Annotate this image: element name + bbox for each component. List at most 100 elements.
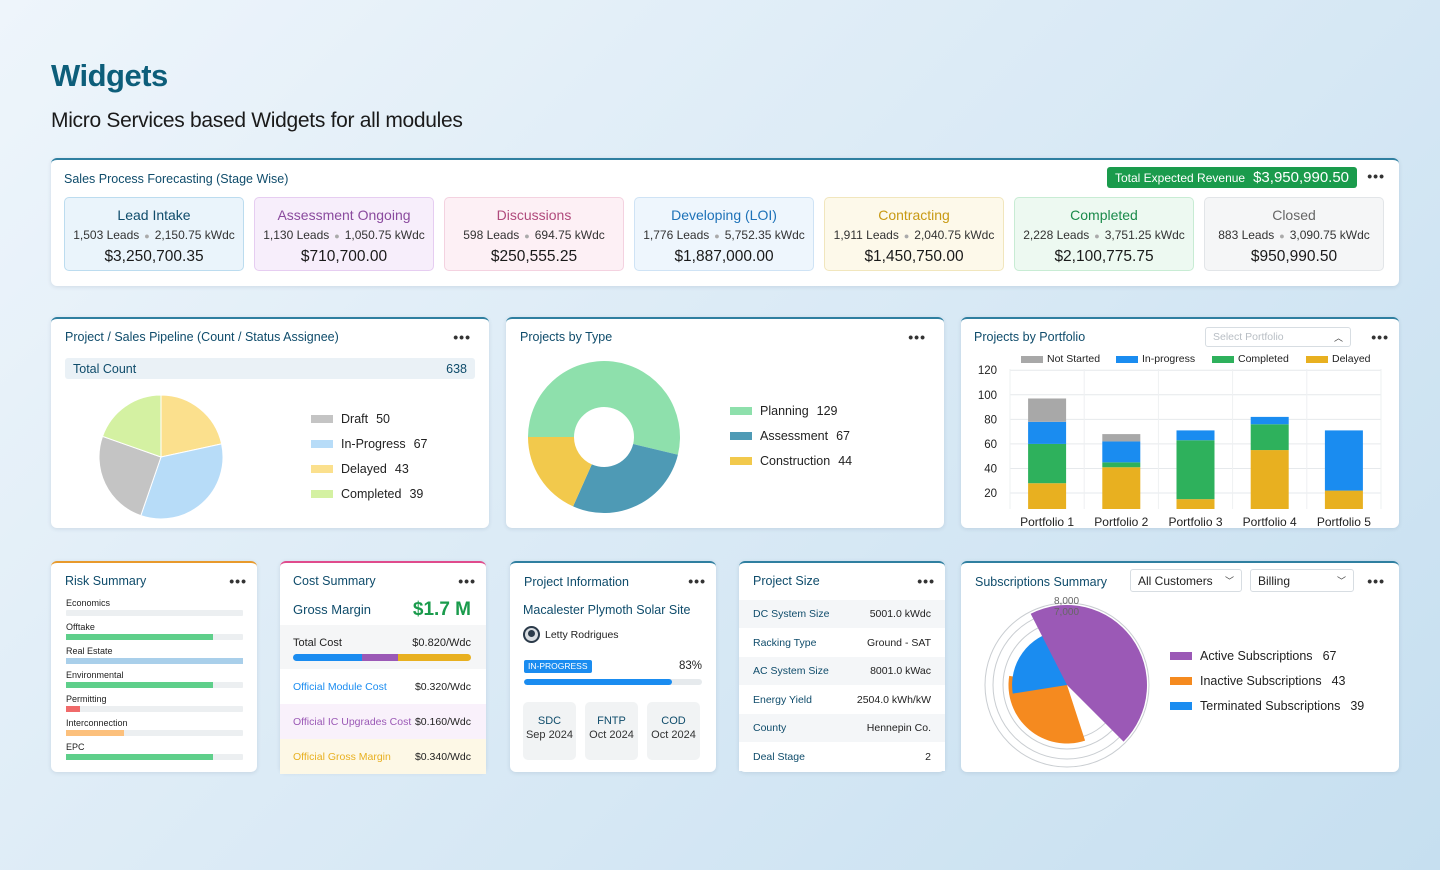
legend-value: 44	[838, 454, 853, 468]
stage-card[interactable]: Closed 883 Leads ● 3,090.75 kWdc $950,990.50	[1204, 197, 1384, 271]
cost-row-label: Official Module Cost	[293, 680, 387, 693]
types-title: Projects by Type	[520, 330, 613, 344]
stage-card[interactable]: Assessment Ongoing 1,130 Leads ● 1,050.75 k…	[254, 197, 434, 271]
size-row-label: County	[753, 722, 787, 735]
stage-amount: $3,250,700.35	[104, 248, 204, 265]
risk-bar	[66, 706, 243, 712]
bar-segment	[1102, 462, 1141, 468]
billing-filter-select[interactable]: Billing ﹀	[1250, 569, 1354, 592]
project-size-card: Project Size ••• DC System Size 5001.0 kW…	[739, 561, 945, 772]
stage-card[interactable]: Developing (LOI) 1,776 Leads ● 5,752.35 kWd…	[634, 197, 814, 271]
risk-title: Risk Summary	[65, 574, 147, 588]
legend-item: In-Progress 67	[311, 437, 428, 451]
risk-bar-fill	[66, 706, 81, 712]
legend-swatch	[311, 440, 333, 448]
more-options-icon[interactable]: •••	[688, 573, 706, 589]
more-options-icon[interactable]: •••	[1367, 573, 1385, 589]
progress-fill	[524, 679, 672, 685]
milestone-card[interactable]: FNTP Oct 2024	[585, 702, 638, 760]
total-count-bar: Total Count 638	[65, 358, 475, 379]
revenue-label: Total Expected Revenue	[1115, 170, 1246, 185]
risk-bar-fill	[66, 634, 213, 640]
pie-slice	[140, 443, 224, 520]
bar-segment	[1324, 430, 1363, 491]
project-name[interactable]: Macalester Plymoth Solar Site	[523, 603, 691, 617]
y-tick-label: 20	[984, 488, 997, 500]
size-row-value: Ground - SAT	[867, 636, 931, 649]
more-options-icon[interactable]: •••	[1371, 329, 1389, 345]
bar-segment	[1028, 443, 1067, 484]
total-cost-value: $0.820/Wdc	[412, 637, 471, 649]
legend-item: Draft 50	[311, 412, 390, 426]
legend-swatch	[730, 407, 752, 415]
stage-leads: 598 Leads	[463, 228, 520, 242]
avatar	[523, 626, 540, 643]
bar-segment	[1324, 490, 1363, 509]
cost-row-value: $0.320/Wdc	[414, 680, 471, 693]
cost-card: Cost Summary ••• Gross Margin $1.7 M Tot…	[280, 561, 486, 774]
stage-amount: $710,700.00	[300, 248, 388, 265]
gross-margin-value: $1.7 M	[412, 599, 471, 620]
risk-label: Environmental	[66, 670, 124, 680]
legend-swatch	[311, 415, 333, 423]
legend-value: 43	[1331, 674, 1346, 688]
legend-item: Completed 39	[311, 487, 423, 501]
risk-bar	[66, 730, 243, 736]
types-donut	[528, 361, 680, 513]
bar-segment	[1176, 440, 1215, 500]
legend-swatch	[311, 490, 333, 498]
donut-slice	[573, 444, 678, 513]
project-info-card: Project Information ••• Macalester Plymo…	[510, 561, 716, 772]
page-title: Widgets	[51, 58, 168, 93]
stage-leads-row: 2,228 Leads ● 3,751.25 kWdc	[1015, 228, 1193, 242]
milestone-card[interactable]: SDC Sep 2024	[523, 702, 576, 760]
cost-title: Cost Summary	[293, 574, 376, 588]
stage-card[interactable]: Discussions 598 Leads ● 694.75 kWdc $250,555…	[444, 197, 624, 271]
risk-bar	[66, 754, 243, 760]
legend-value: 67	[836, 429, 850, 443]
more-options-icon[interactable]: •••	[1367, 168, 1385, 184]
more-options-icon[interactable]: •••	[453, 329, 471, 345]
legend-item: In-progress	[1116, 353, 1195, 365]
legend-value: 39	[1350, 699, 1365, 713]
portfolio-select[interactable]: Select Portfolio ︿	[1205, 327, 1351, 347]
milestone-date: Oct 2024	[651, 729, 696, 741]
more-options-icon[interactable]: •••	[917, 573, 935, 589]
risk-bar	[66, 682, 243, 688]
risk-card: Risk Summary ••• Economics Offtake Real Es…	[51, 561, 257, 772]
more-options-icon[interactable]: •••	[908, 329, 926, 345]
stage-leads-row: 883 Leads ● 3,090.75 kWdc	[1205, 228, 1383, 242]
risk-label: Permitting	[66, 694, 107, 704]
stage-leads-row: 1,776 Leads ● 5,752.35 kWdc	[635, 228, 813, 242]
legend-label: Completed	[341, 487, 402, 501]
bar-segment	[1250, 450, 1289, 509]
size-row-value: 2504.0 kWh/kW	[856, 693, 931, 706]
size-row: DC System Size 5001.0 kWdc	[739, 600, 945, 628]
milestone-card[interactable]: COD Oct 2024	[647, 702, 700, 760]
stage-leads-row: 1,911 Leads ● 2,040.75 kWdc	[825, 228, 1003, 242]
legend-item: Terminated Subscriptions 39	[1170, 699, 1364, 713]
sales-forecast-title: Sales Process Forecasting (Stage Wise)	[64, 172, 289, 186]
y-tick-label: 100	[978, 390, 997, 402]
customer-filter-select[interactable]: All Customers ﹀	[1130, 569, 1242, 592]
legend-item: Delayed 43	[311, 462, 409, 476]
subscriptions-card: Subscriptions Summary All Customers ﹀ Bi…	[961, 561, 1399, 772]
stage-card[interactable]: Lead Intake 1,503 Leads ● 2,150.75 kWdc $3,2…	[64, 197, 244, 271]
stage-card[interactable]: Completed 2,228 Leads ● 3,751.25 kWdc $2,100…	[1014, 197, 1194, 271]
stage-leads-row: 1,503 Leads ● 2,150.75 kWdc	[65, 228, 243, 242]
legend-swatch	[1212, 355, 1234, 363]
cost-row-label: Official Gross Margin	[293, 750, 391, 763]
more-options-icon[interactable]: •••	[229, 573, 247, 589]
more-options-icon[interactable]: •••	[458, 573, 476, 589]
stage-leads: 1,130 Leads	[263, 228, 330, 242]
stage-amount: $2,100,775.75	[1054, 248, 1154, 265]
dot-separator: ●	[1279, 231, 1285, 241]
size-row-value: Hennepin Co.	[866, 722, 931, 735]
stage-name: Lead Intake	[117, 207, 191, 223]
stage-card[interactable]: Contracting 1,911 Leads ● 2,040.75 kWdc $1,4…	[824, 197, 1004, 271]
stage-amount: $950,990.50	[1250, 248, 1338, 265]
dot-separator: ●	[144, 231, 150, 241]
risk-label: Interconnection	[66, 718, 128, 728]
bar-segment	[1176, 499, 1215, 509]
x-tick-label: Portfolio 1	[1020, 515, 1074, 529]
